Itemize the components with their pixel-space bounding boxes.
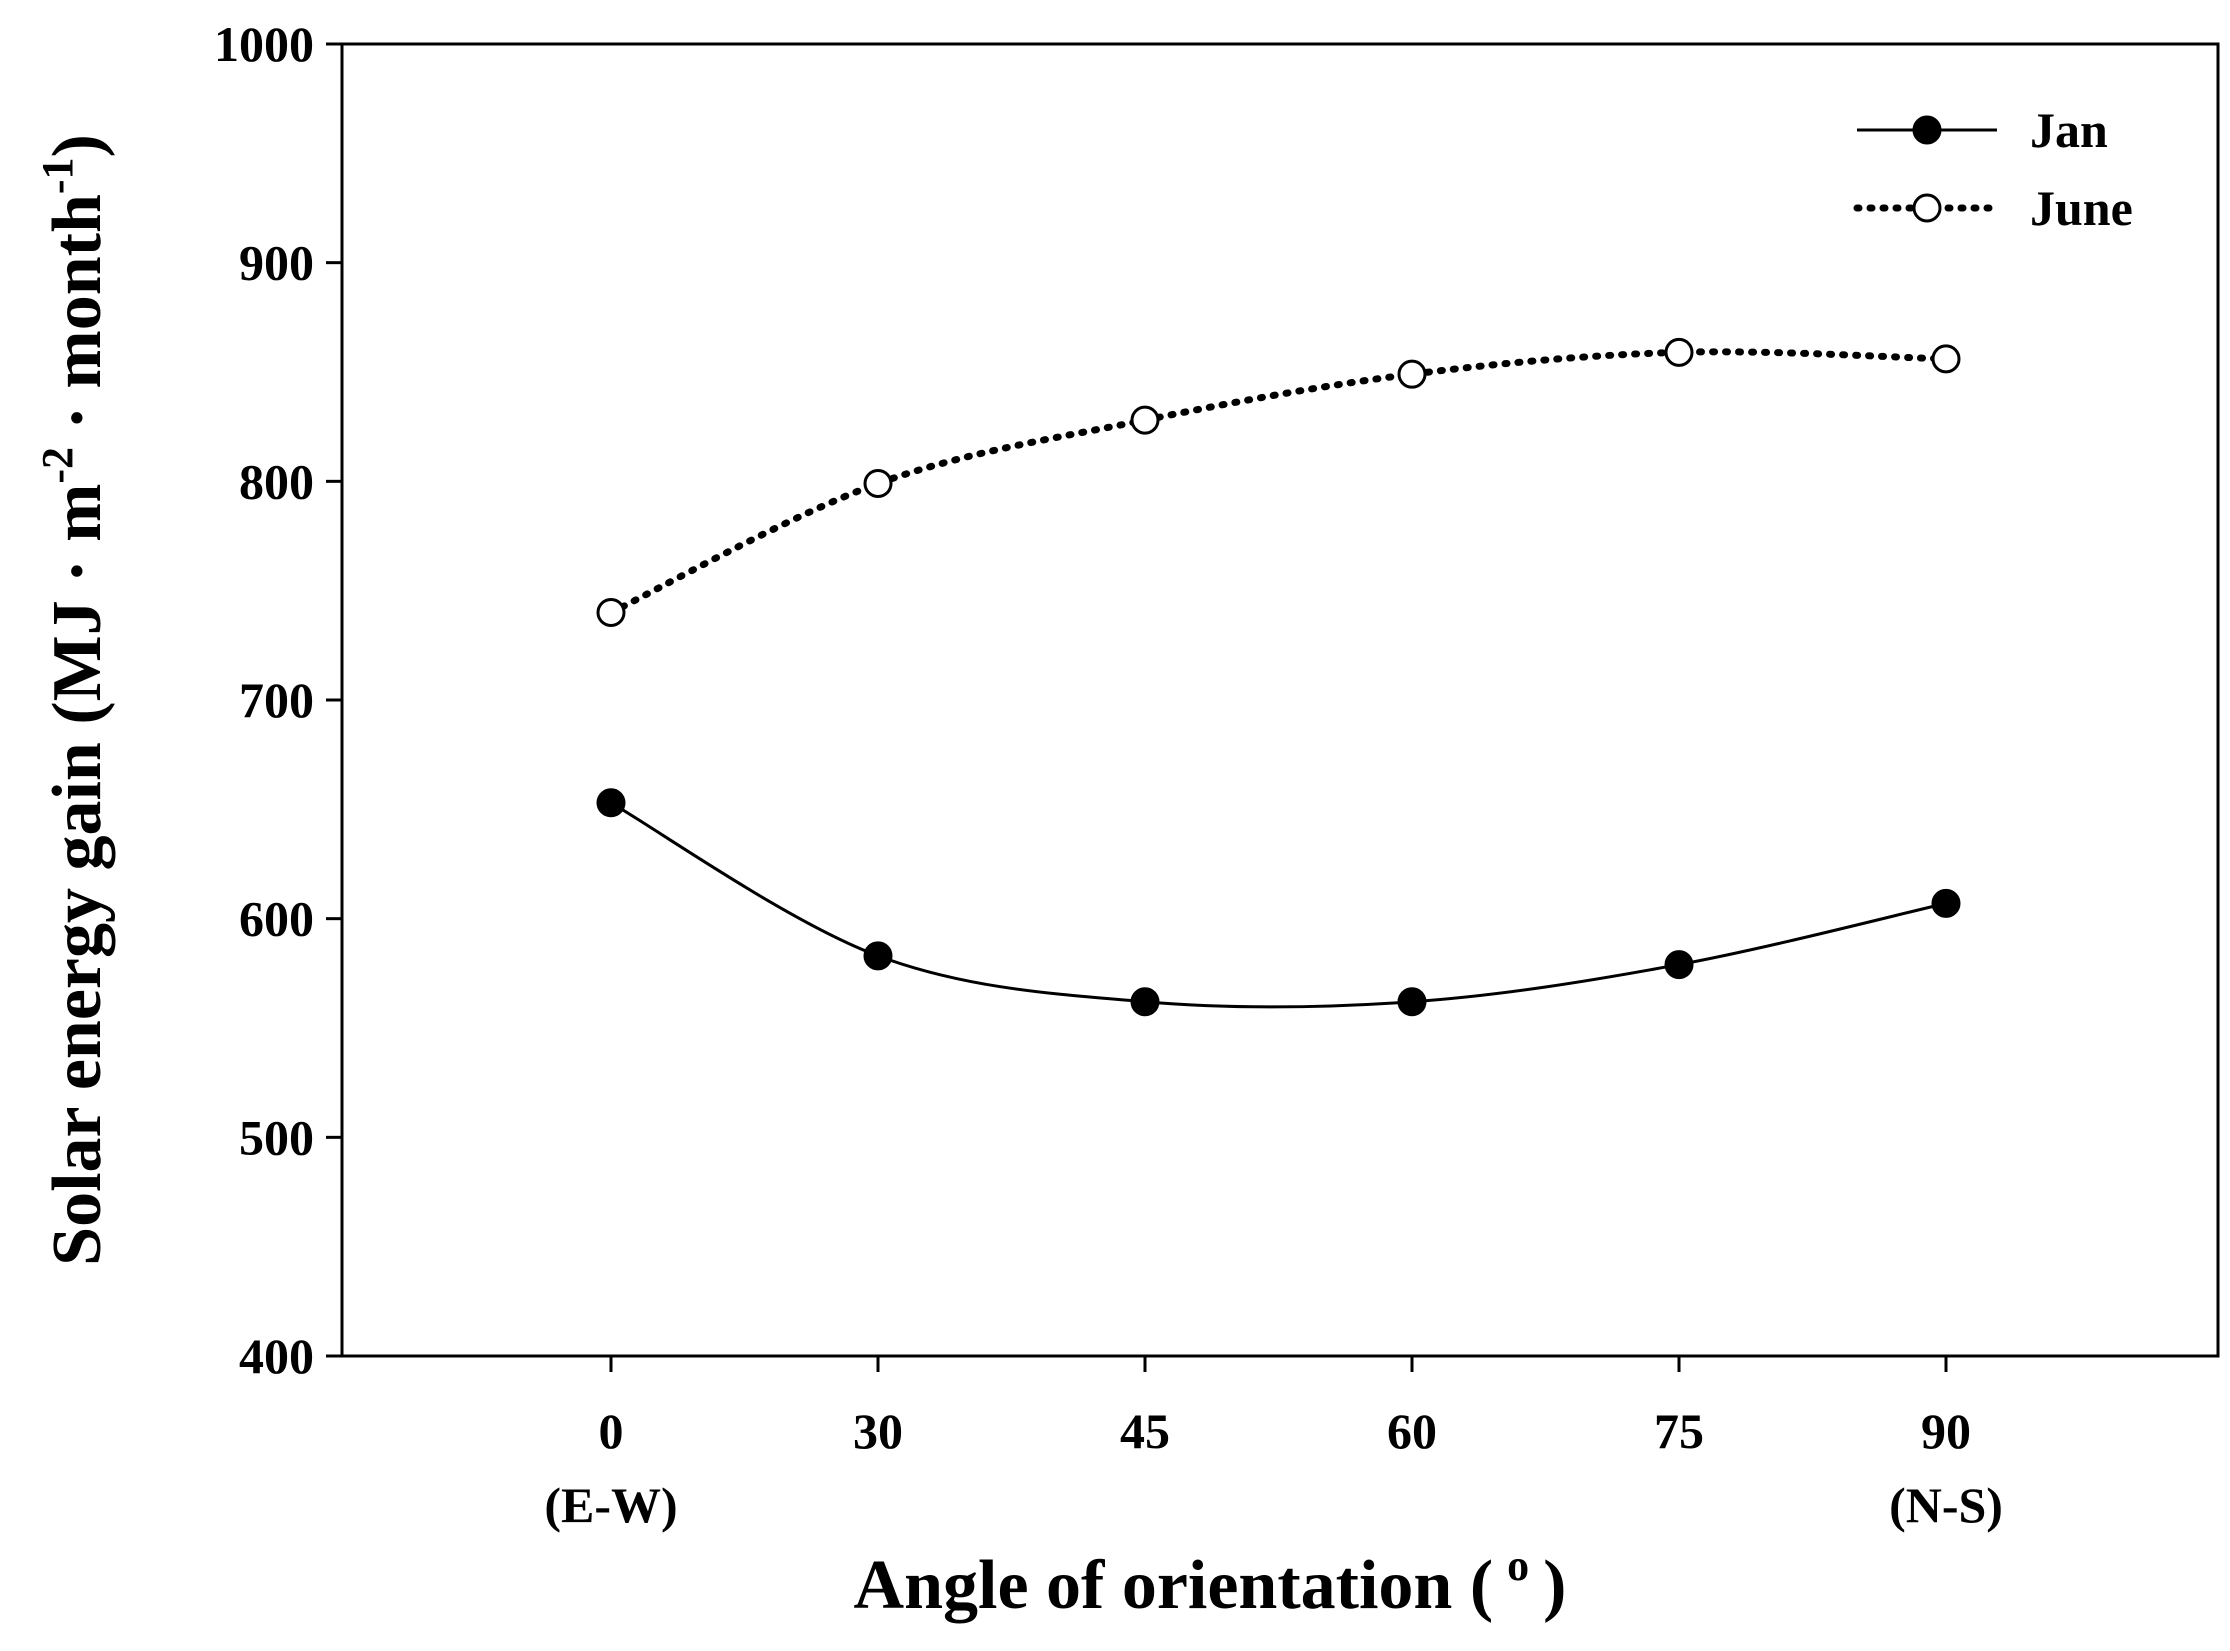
y-tick-label: 1000 [214, 16, 314, 72]
y-axis: 400 500 600 700 800 900 1000 [214, 16, 342, 1384]
x-tick-label: 60 [1387, 1403, 1437, 1459]
series-lines [607, 348, 1950, 1009]
data-point-june-0 [596, 598, 626, 628]
y-tick-label: 800 [239, 453, 314, 509]
x-tick-sublabel: (N-S) [1889, 1477, 2003, 1533]
legend-label-june: June [2030, 180, 2133, 236]
legend-marker-jan [1912, 115, 1942, 145]
legend: Jan June [1853, 102, 2133, 236]
data-point-jan-60 [1397, 987, 1427, 1017]
legend-label-jan: Jan [2030, 102, 2108, 158]
x-tick-label: 0 [599, 1403, 624, 1459]
x-axis: 0 (E-W) 30 45 60 75 90 (N-S) [544, 1356, 2003, 1533]
data-point-june-60 [1397, 359, 1427, 389]
data-point-june-30 [863, 469, 893, 499]
series-line-june [607, 348, 1950, 617]
x-tick-label: 30 [853, 1403, 903, 1459]
plot-area-frame [340, 42, 2220, 1358]
x-tick-label: 45 [1120, 1403, 1170, 1459]
x-tick-label: 75 [1654, 1403, 1704, 1459]
data-point-june-45 [1130, 405, 1160, 435]
data-point-jan-90 [1931, 888, 1961, 918]
data-point-june-90 [1931, 344, 1961, 374]
y-tick-label: 500 [239, 1109, 314, 1165]
data-point-jan-75 [1664, 950, 1694, 980]
legend-item-jan: Jan [1857, 102, 2108, 158]
legend-item-june: June [1853, 180, 2133, 236]
y-tick-label: 900 [239, 235, 314, 291]
y-tick-label: 400 [239, 1328, 314, 1384]
y-tick-label: 600 [239, 891, 314, 947]
data-point-june-75 [1664, 337, 1694, 367]
data-point-jan-30 [863, 941, 893, 971]
legend-marker-june [1912, 193, 1942, 223]
y-axis-title: Solar energy gain (MJ · m-2 · month-1) [33, 134, 116, 1266]
data-point-jan-45 [1130, 987, 1160, 1017]
x-tick-sublabel: (E-W) [544, 1477, 677, 1533]
x-tick-label: 90 [1921, 1403, 1971, 1459]
series-points [596, 337, 1961, 1017]
y-tick-label: 700 [239, 672, 314, 728]
x-axis-title: Angle of orientation (o) [854, 1541, 1567, 1624]
series-line-jan [610, 801, 1947, 1009]
data-point-jan-0 [596, 788, 626, 818]
